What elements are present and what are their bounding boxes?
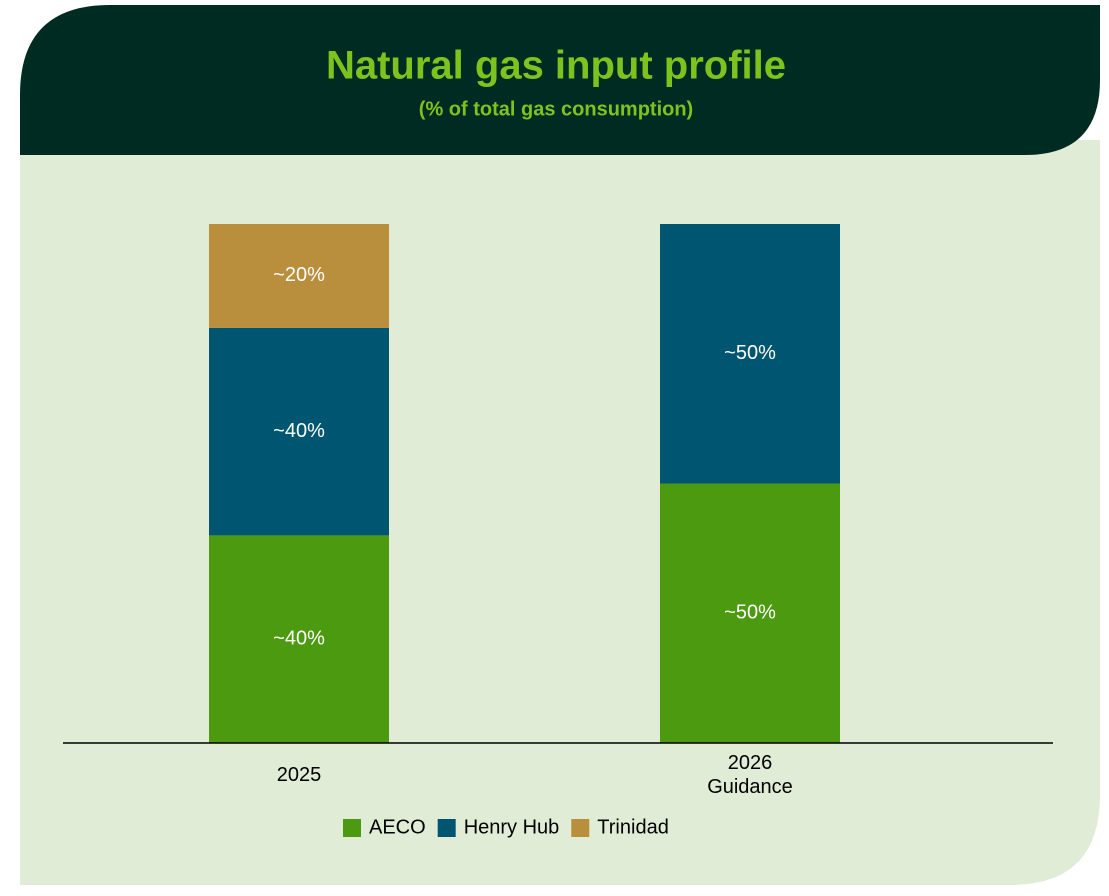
x-tick-label: 2025 [276, 764, 322, 786]
bar-segment [660, 483, 840, 743]
data-label: ~20% [273, 264, 325, 286]
bar-segment [660, 224, 840, 484]
legend-label: Trinidad [597, 816, 669, 838]
bar-segment [209, 224, 389, 328]
chart-title: Natural gas input profile [326, 44, 786, 88]
bar-segment [209, 327, 389, 536]
chart-subtitle: (% of total gas consumption) [419, 98, 693, 120]
legend-swatch [437, 819, 456, 837]
data-label: ~40% [273, 627, 325, 649]
data-label: ~40% [273, 420, 325, 442]
legend-swatch [571, 819, 590, 837]
panel [20, 140, 1100, 885]
legend-label: Henry Hub [464, 816, 560, 838]
bar-segment [209, 535, 389, 743]
x-tick-label: 2026 Guidance [707, 752, 793, 798]
legend-label: AECO [369, 816, 426, 838]
header [20, 5, 1100, 155]
data-label: ~50% [724, 342, 776, 364]
legend-swatch [343, 819, 361, 837]
data-label: ~50% [724, 602, 776, 624]
